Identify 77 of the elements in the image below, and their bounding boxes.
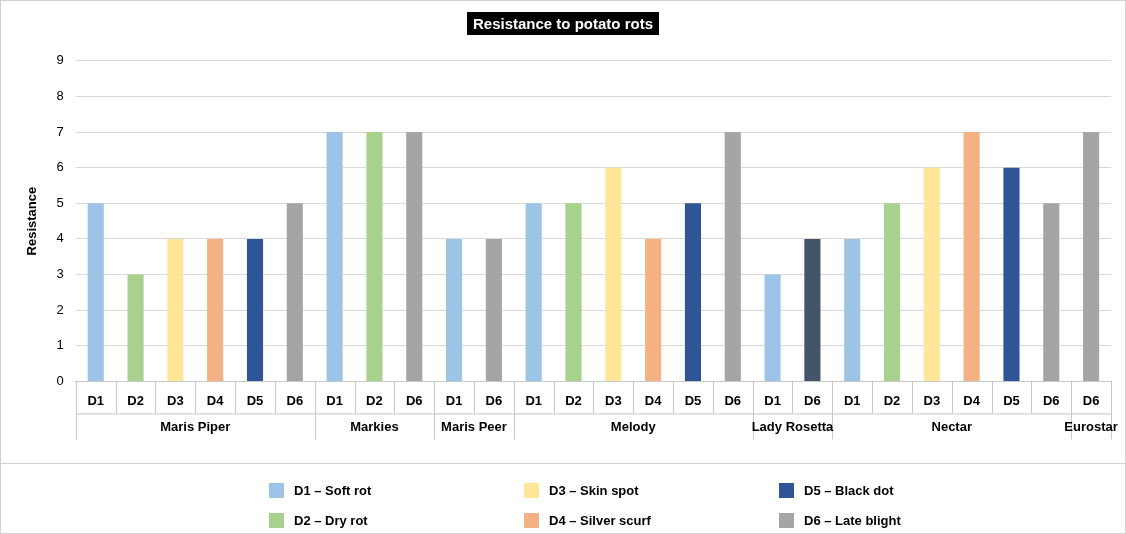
x-tick-label: D3 bbox=[167, 392, 184, 408]
y-tick-label: 4 bbox=[56, 230, 64, 246]
legend-label: D6 – Late blight bbox=[803, 511, 902, 530]
text: Maris Peer bbox=[441, 418, 507, 434]
bar bbox=[645, 238, 662, 381]
bar bbox=[804, 238, 821, 381]
x-tick-label: D6 bbox=[405, 392, 423, 408]
bar bbox=[485, 238, 502, 381]
legend-label: D2 – Dry rot bbox=[293, 511, 369, 530]
x-tick-label: D1 bbox=[87, 392, 105, 408]
x-tick-label: D6 bbox=[485, 392, 503, 408]
x-tick-label: D4 bbox=[963, 392, 981, 408]
y-tick-label: 5 bbox=[56, 194, 64, 210]
bar bbox=[167, 238, 184, 381]
bar bbox=[724, 132, 741, 381]
bar bbox=[127, 274, 144, 381]
bar bbox=[525, 203, 542, 381]
x-tick-label: D1 bbox=[445, 392, 463, 408]
text: Eurostar bbox=[1064, 418, 1118, 434]
x-tick-label: D5 bbox=[1003, 392, 1020, 408]
bar bbox=[87, 203, 104, 381]
y-tick-label: 1 bbox=[56, 337, 64, 353]
y-tick-label: 2 bbox=[56, 301, 64, 317]
y-tick-label: 0 bbox=[56, 372, 64, 388]
bar bbox=[1043, 203, 1060, 381]
text: Maris Piper bbox=[160, 418, 231, 434]
legend-label: D1 – Soft rot bbox=[293, 481, 373, 500]
x-tick-label: D2 bbox=[565, 392, 582, 408]
bar bbox=[605, 167, 622, 381]
y-tick-label: 3 bbox=[56, 266, 64, 282]
x-tick-label: D6 bbox=[804, 392, 821, 408]
bar bbox=[963, 132, 980, 381]
text: Melody bbox=[610, 418, 657, 434]
bar bbox=[764, 274, 781, 381]
bar bbox=[565, 203, 582, 381]
bar bbox=[286, 203, 303, 381]
bar bbox=[246, 238, 264, 381]
text: Lady Rosetta bbox=[751, 418, 835, 434]
bar bbox=[1083, 132, 1100, 381]
x-tick-label: D4 bbox=[206, 392, 225, 408]
bar bbox=[326, 132, 343, 381]
x-tick-label: D4 bbox=[644, 392, 663, 408]
y-axis-title: Resistance bbox=[24, 186, 40, 256]
x-tick-label: D1 bbox=[326, 392, 343, 408]
x-tick-label: D2 bbox=[366, 392, 383, 408]
legend-label: D4 – Silver scurf bbox=[548, 511, 652, 530]
x-tick-label: D3 bbox=[923, 392, 941, 408]
x-tick-label: D2 bbox=[883, 392, 901, 408]
bar bbox=[446, 238, 463, 381]
text: Markies bbox=[350, 418, 399, 434]
bar bbox=[406, 132, 423, 381]
y-tick-label: 8 bbox=[56, 88, 64, 103]
x-tick-label: D6 bbox=[1082, 392, 1100, 408]
bar bbox=[923, 167, 940, 381]
bar bbox=[207, 238, 224, 381]
text: Nectar bbox=[931, 418, 972, 434]
bar bbox=[883, 203, 901, 381]
x-tick-label: D6 bbox=[1042, 392, 1060, 408]
x-tick-label: D5 bbox=[246, 392, 264, 408]
x-tick-label: D1 bbox=[525, 392, 543, 408]
x-tick-label: D6 bbox=[286, 392, 304, 408]
bar bbox=[844, 238, 861, 381]
x-tick-label: D5 bbox=[684, 392, 702, 408]
x-tick-label: D2 bbox=[127, 392, 144, 408]
x-tick-label: D3 bbox=[605, 392, 622, 408]
legend-label: D5 – Black dot bbox=[803, 481, 895, 500]
legend-label: D3 – Skin spot bbox=[548, 481, 640, 500]
bar bbox=[366, 132, 383, 381]
bar bbox=[1003, 167, 1020, 381]
x-tick-label: D1 bbox=[764, 392, 781, 408]
y-tick-label: 9 bbox=[56, 52, 64, 68]
x-tick-label: D1 bbox=[843, 392, 861, 408]
bar bbox=[684, 203, 702, 381]
y-tick-label: 6 bbox=[56, 159, 64, 175]
y-tick-label: 7 bbox=[56, 123, 64, 139]
chart-title: Resistance to potato rots bbox=[466, 12, 660, 35]
x-tick-label: D6 bbox=[724, 392, 742, 408]
